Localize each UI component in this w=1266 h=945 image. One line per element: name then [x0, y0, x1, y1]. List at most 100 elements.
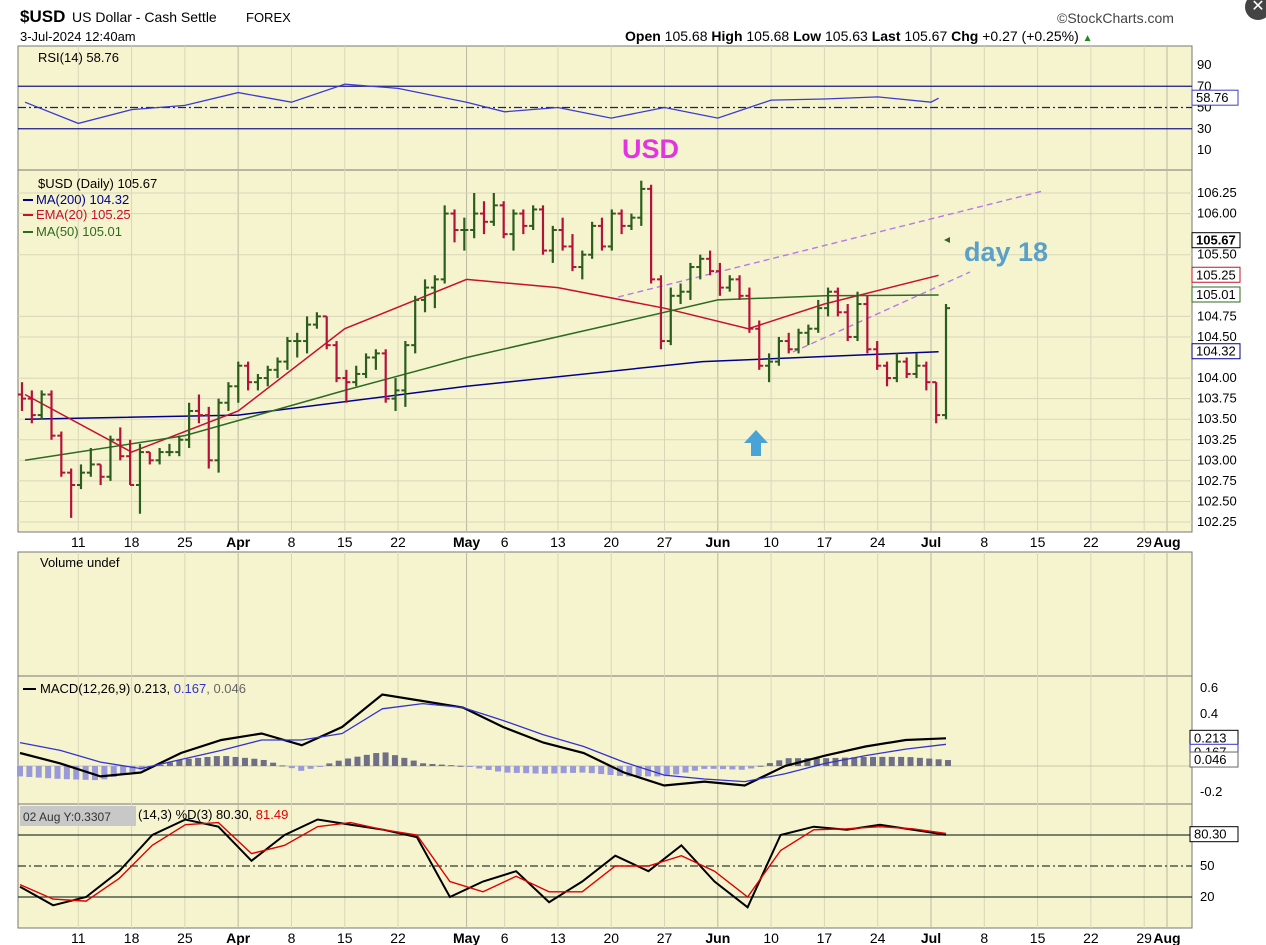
ohlc-bar [824, 287, 833, 317]
macd-histogram-bar [682, 766, 689, 773]
macd-histogram-bar [748, 766, 755, 769]
x-tick-label: 13 [550, 534, 566, 550]
macd-histogram-bar [898, 756, 905, 766]
ohlc-bar [293, 332, 302, 358]
ohlc-bar [873, 341, 882, 370]
x-tick-label: 22 [390, 534, 406, 550]
x-tick-label: 29 [1136, 930, 1152, 945]
chart-source[interactable]: ©StockCharts.com [1057, 10, 1174, 26]
ohlc-bar [155, 447, 164, 465]
ohlc-bar [381, 349, 390, 403]
macd-histogram-bar [373, 753, 380, 766]
macd-histogram-bar [504, 766, 511, 773]
x-tick-label: Jun [705, 930, 730, 945]
last-price-arrow [944, 237, 950, 243]
ohlc-bar [942, 304, 950, 420]
rsi-y-tick: 10 [1197, 142, 1211, 157]
rsi-line [24, 83, 939, 125]
chart-exchange: FOREX [246, 10, 291, 25]
x-tick-label: 10 [763, 930, 779, 945]
ohlc-bar [332, 341, 341, 383]
x-tick-label: 22 [1083, 930, 1099, 945]
x-tick-label: 24 [870, 534, 886, 550]
x-tick-label: Aug [1153, 534, 1180, 550]
x-tick-label: 22 [1083, 534, 1099, 550]
rsi-y-tick: 90 [1197, 57, 1211, 72]
ohlc-bar [175, 435, 184, 457]
macd-histogram-bar [701, 766, 708, 769]
x-tick-label: 24 [870, 930, 886, 945]
macd-histogram-bar [710, 766, 717, 769]
macd-histogram-bar [288, 766, 295, 769]
macd-histogram-bar [673, 766, 680, 775]
up-arrow-annotation [744, 430, 768, 456]
macd-histogram-bar [813, 758, 820, 766]
price-y-tick: 106.00 [1197, 206, 1237, 221]
macd-histogram-bar [110, 766, 117, 777]
ohlc-bar [588, 221, 597, 259]
x-tick-label: Jun [705, 534, 730, 550]
macd-histogram-bar [260, 759, 267, 766]
price-legend: $USD (Daily) 105.67 [38, 176, 157, 191]
x-tick-label: 15 [337, 534, 353, 550]
x-tick-label: 15 [1030, 534, 1046, 550]
ohlc-bar [637, 180, 646, 226]
ohlc-bar [352, 365, 361, 387]
macd-signal-line [19, 702, 947, 783]
macd-histogram-bar [476, 766, 483, 769]
price-y-tick: 104.00 [1197, 370, 1237, 385]
ohlc-bar [774, 336, 783, 366]
macd-last-value: 0.046 [1194, 752, 1227, 767]
ohlc-bar [480, 201, 488, 235]
ohlc-bar [67, 468, 76, 518]
x-tick-label: May [453, 930, 480, 945]
ohlc-readout: Open 105.68 High 105.68 Low 105.63 Last … [625, 28, 1093, 44]
ema20-legend: EMA(20) 105.25 [36, 207, 131, 222]
macd-histogram-bar [298, 766, 305, 771]
macd-histogram-bar [279, 765, 286, 767]
close-icon[interactable]: ✕ [1245, 0, 1266, 20]
ohlc-bar [489, 193, 498, 226]
last-label: Last [871, 28, 901, 44]
x-tick-label: 11 [71, 930, 86, 945]
price-y-tick: 103.75 [1197, 391, 1237, 406]
macd-histogram-bar [213, 756, 220, 766]
chart-symbol: $USD [20, 7, 66, 26]
chart-date: 3-Jul-2024 12:40am [20, 29, 136, 44]
x-tick-label: 8 [980, 534, 988, 550]
macd-histogram-bar [363, 754, 370, 766]
macd-histogram-bar [326, 763, 333, 766]
ohlc-bar [371, 349, 380, 370]
stoch-legend-main: (14,3) %D(3) 80.30, [138, 807, 256, 822]
ohlc-bar [676, 283, 685, 305]
macd-histogram-bar [176, 760, 183, 766]
macd-y-tick: 0.4 [1200, 706, 1218, 721]
macd-histogram-bar [82, 766, 89, 780]
ohlc-bar [37, 390, 46, 420]
ohlc-bar [224, 382, 233, 411]
ohlc-bar [411, 295, 420, 354]
price-y-tick: 103.50 [1197, 411, 1237, 426]
ohlc-bar [470, 193, 479, 239]
price-last-value-tag: 105.25 [1191, 266, 1241, 283]
x-tick-label: Jul [921, 930, 941, 945]
low-label: Low [793, 28, 822, 44]
price-y-tick: 102.75 [1197, 473, 1237, 488]
macd-histogram-bar [513, 766, 520, 773]
macd-histogram-bar [541, 766, 548, 774]
price-y-tick: 102.50 [1197, 493, 1237, 508]
ema20-line [24, 274, 939, 453]
macd-histogram-bar [860, 757, 867, 766]
macd-histogram-bar [335, 760, 342, 766]
macd-y-tick: -0.2 [1200, 784, 1222, 799]
ma50-legend: MA(50) 105.01 [36, 224, 122, 239]
macd-y-tick: 0.6 [1200, 680, 1218, 695]
macd-histogram-bar [916, 757, 923, 766]
ohlc-bar [185, 402, 194, 448]
macd-histogram-bar [73, 766, 80, 780]
ohlc-bar [303, 316, 312, 354]
rsi-legend: RSI(14) 58.76 [38, 50, 119, 65]
macd-histogram-bar [776, 760, 783, 766]
ohlc-bar [519, 209, 528, 235]
macd-histogram-bar [485, 766, 492, 771]
